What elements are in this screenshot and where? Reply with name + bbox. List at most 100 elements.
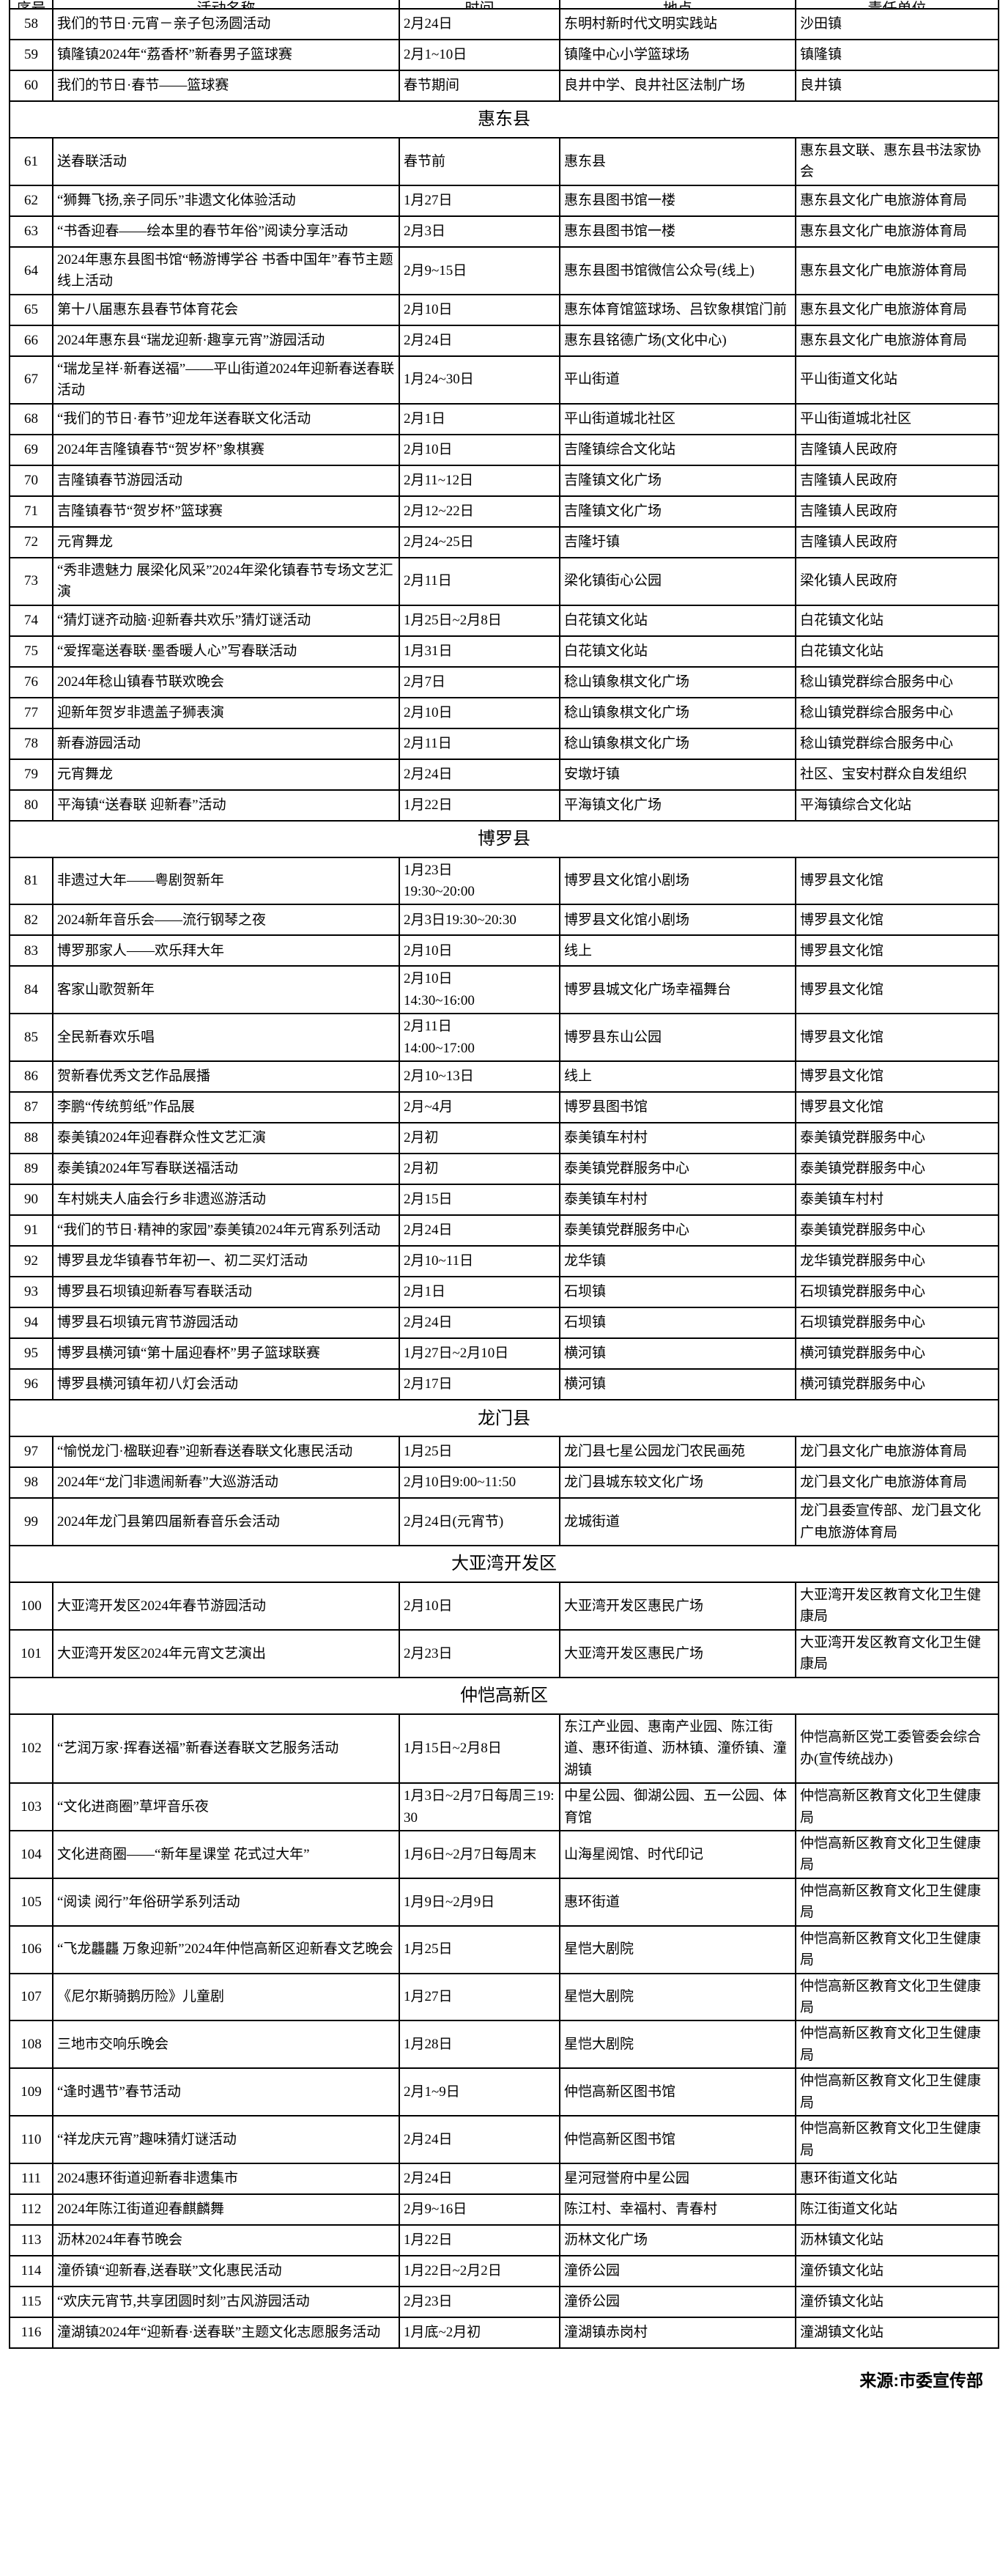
- section-header-row: 博罗县: [9, 819, 999, 858]
- table-row: 81 非遗过大年——粤剧贺新年 1月23日 19:30~20:00 博罗县文化馆小剧场…: [9, 856, 999, 906]
- table-row: 79 元宵舞龙 2月24日 安墩圩镇 社区、宝安村群众自发组织: [9, 758, 999, 791]
- table-row: 103 “文化进商圈”草坪音乐夜 1月3日~2月7日每周三19:30 中星公园、御湖公…: [9, 1782, 999, 1831]
- cell-activity-name: 全民新春欢乐唱: [52, 1013, 400, 1063]
- table-row: 86 贺新春优秀文艺作品展播 2月10~13日 线上 博罗县文化馆: [9, 1060, 999, 1093]
- cell-no: 113: [9, 2224, 53, 2257]
- cell-activity-name: 博罗县龙华镇春节年初一、初二买灯活动: [52, 1245, 400, 1278]
- cell-place: 泰美镇党群服务中心: [559, 1153, 796, 1186]
- cell-activity-name: “欢庆元宵节,共享团圆时刻”古风游园活动: [52, 2286, 400, 2319]
- cell-place: 安墩圩镇: [559, 758, 796, 791]
- table-row: 107 《尼尔斯骑鹅历险》儿童剧 1月27日 星恺大剧院 仲恺高新区教育文化卫生健康局: [9, 1972, 999, 2022]
- cell-place: 石坝镇: [559, 1276, 796, 1309]
- cell-activity-name: 2024新年音乐会——流行钢琴之夜: [52, 904, 400, 937]
- cell-no: 116: [9, 2317, 53, 2350]
- cell-place: 线上: [559, 1060, 796, 1093]
- cell-date: 1月9日~2月9日: [399, 1877, 560, 1927]
- cell-organizer: 仲恺高新区教育文化卫生健康局: [795, 1782, 999, 1831]
- table-row: 106 “飞龙龘龘 万象迎新”2024年仲恺高新区迎新春文艺晚会 1月25日 星恺大剧…: [9, 1924, 999, 1974]
- cell-date: 2月1日: [399, 402, 560, 435]
- header-cell-no: 序号: [9, 0, 53, 10]
- cell-place: 大亚湾开发区惠民广场: [559, 1582, 796, 1631]
- cell-no: 99: [9, 1497, 53, 1546]
- cell-no: 82: [9, 904, 53, 937]
- table-row: 59 镇隆镇2024年“荔香杯”新春男子篮球赛 2月1~10日 镇隆中心小学篮球场 镇隆…: [9, 39, 999, 71]
- cell-activity-name: 文化进商圈——“新年星课堂 花式过大年”: [52, 1829, 400, 1879]
- cell-date: 1月27日: [399, 1972, 560, 2022]
- cell-place: 良井中学、良井社区法制广场: [559, 70, 796, 102]
- cell-organizer: 泰美镇党群服务中心: [795, 1122, 999, 1155]
- cell-no: 84: [9, 965, 53, 1015]
- table-row: 97 “愉悦龙门·楹联迎春”迎新春送春联文化惠民活动 1月25日 龙门县七星公园龙门农…: [9, 1436, 999, 1469]
- cell-activity-name: “文化进商圈”草坪音乐夜: [52, 1782, 400, 1831]
- cell-date: 1月27日: [399, 184, 560, 217]
- cell-date: 1月24~30日: [399, 355, 560, 405]
- cell-date: 1月31日: [399, 635, 560, 668]
- source-note: 来源:市委宣传部: [859, 2371, 983, 2391]
- cell-place: 东明村新时代文明实践站: [559, 8, 796, 40]
- table-row: 76 2024年稔山镇春节联欢晚会 2月7日 稔山镇象棋文化广场 稔山镇党群综合服务中心: [9, 665, 999, 698]
- cell-place: 博罗县图书馆: [559, 1091, 796, 1124]
- cell-activity-name: 2024年惠东县“瑞龙迎新·趣享元宵”游园活动: [52, 324, 400, 357]
- table-row: 95 博罗县横河镇“第十届迎春杯”男子篮球联赛 1月27日~2月10日 横河镇 横河镇党…: [9, 1337, 999, 1370]
- cell-date: 1月27日~2月10日: [399, 1337, 560, 1370]
- cell-activity-name: 沥林2024年春节晚会: [52, 2224, 400, 2257]
- cell-date: 1月23日 19:30~20:00: [399, 856, 560, 906]
- cell-activity-name: 2024年“龙门非遗闹新春”大巡游活动: [52, 1466, 400, 1499]
- cell-activity-name: 我们的节日·春节——篮球赛: [52, 70, 400, 102]
- cell-activity-name: “我们的节日·精神的家园”泰美镇2024年元宵系列活动: [52, 1214, 400, 1247]
- cell-place: 陈江村、幸福村、青春村: [559, 2193, 796, 2226]
- table-row: 100 大亚湾开发区2024年春节游园活动 2月10日 大亚湾开发区惠民广场 大亚湾开发…: [9, 1582, 999, 1631]
- cell-activity-name: 博罗县横河镇“第十届迎春杯”男子篮球联赛: [52, 1337, 400, 1370]
- cell-organizer: 泰美镇党群服务中心: [795, 1153, 999, 1186]
- cell-place: 平海镇文化广场: [559, 789, 796, 822]
- cell-organizer: 陈江街道文化站: [795, 2193, 999, 2226]
- cell-date: 2月24日: [399, 2115, 560, 2165]
- cell-date: 2月24日: [399, 2163, 560, 2196]
- cell-date: 1月6日~2月7日每周末: [399, 1829, 560, 1879]
- cell-place: 沥林文化广场: [559, 2224, 796, 2257]
- cell-activity-name: “飞龙龘龘 万象迎新”2024年仲恺高新区迎新春文艺晚会: [52, 1924, 400, 1974]
- cell-date: 1月22日~2月2日: [399, 2255, 560, 2288]
- table-row: 92 博罗县龙华镇春节年初一、初二买灯活动 2月10~11日 龙华镇 龙华镇党群服务中心: [9, 1245, 999, 1278]
- cell-no: 76: [9, 665, 53, 698]
- cell-organizer: 稔山镇党群综合服务中心: [795, 727, 999, 760]
- cell-organizer: 惠东县文化广电旅游体育局: [795, 184, 999, 217]
- cell-date: 2月24日: [399, 1214, 560, 1247]
- cell-no: 105: [9, 1877, 53, 1927]
- cell-date: 2月23日: [399, 1628, 560, 1678]
- cell-organizer: 石坝镇党群服务中心: [795, 1276, 999, 1309]
- header-cell-place: 地点: [559, 0, 796, 10]
- header-label-no: 序号: [16, 1, 46, 9]
- cell-activity-name: 2024惠环街道迎新春非遗集市: [52, 2163, 400, 2196]
- table-row: 80 平海镇“送春联 迎新春”活动 1月22日 平海镇文化广场 平海镇综合文化站: [9, 789, 999, 822]
- cell-place: 山海星阅馆、时代印记: [559, 1829, 796, 1879]
- cell-activity-name: 大亚湾开发区2024年春节游园活动: [52, 1582, 400, 1631]
- cell-activity-name: 非遗过大年——粤剧贺新年: [52, 856, 400, 906]
- cell-no: 95: [9, 1337, 53, 1370]
- cell-organizer: 梁化镇人民政府: [795, 556, 999, 606]
- cell-no: 62: [9, 184, 53, 217]
- cell-date: 2月11~12日: [399, 464, 560, 497]
- table-row: 113 沥林2024年春节晚会 1月22日 沥林文化广场 沥林镇文化站: [9, 2224, 999, 2257]
- cell-activity-name: 镇隆镇2024年“荔香杯”新春男子篮球赛: [52, 39, 400, 71]
- cell-activity-name: 新春游园活动: [52, 727, 400, 760]
- cell-activity-name: “愉悦龙门·楹联迎春”迎新春送春联文化惠民活动: [52, 1436, 400, 1469]
- cell-organizer: 仲恺高新区教育文化卫生健康局: [795, 2115, 999, 2165]
- section-header-row: 惠东县: [9, 100, 999, 139]
- cell-activity-name: 博罗县横河镇年初八灯会活动: [52, 1368, 400, 1401]
- cell-date: 2月10日9:00~11:50: [399, 1466, 560, 1499]
- cell-no: 86: [9, 1060, 53, 1093]
- cell-organizer: 横河镇党群服务中心: [795, 1368, 999, 1401]
- cell-organizer: 白花镇文化站: [795, 604, 999, 637]
- cell-activity-name: “逢时遇节”春节活动: [52, 2067, 400, 2117]
- table-row: 94 博罗县石坝镇元宵节游园活动 2月24日 石坝镇 石坝镇党群服务中心: [9, 1307, 999, 1340]
- cell-no: 80: [9, 789, 53, 822]
- cell-organizer: 社区、宝安村群众自发组织: [795, 758, 999, 791]
- cell-place: 镇隆中心小学篮球场: [559, 39, 796, 71]
- cell-place: 博罗县文化馆小剧场: [559, 856, 796, 906]
- cell-place: 泰美镇车村村: [559, 1184, 796, 1217]
- cell-organizer: 龙华镇党群服务中心: [795, 1245, 999, 1278]
- cell-no: 64: [9, 246, 53, 295]
- cell-activity-name: “书香迎春——绘本里的春节年俗”阅读分享活动: [52, 215, 400, 248]
- cell-date: 2月24日: [399, 324, 560, 357]
